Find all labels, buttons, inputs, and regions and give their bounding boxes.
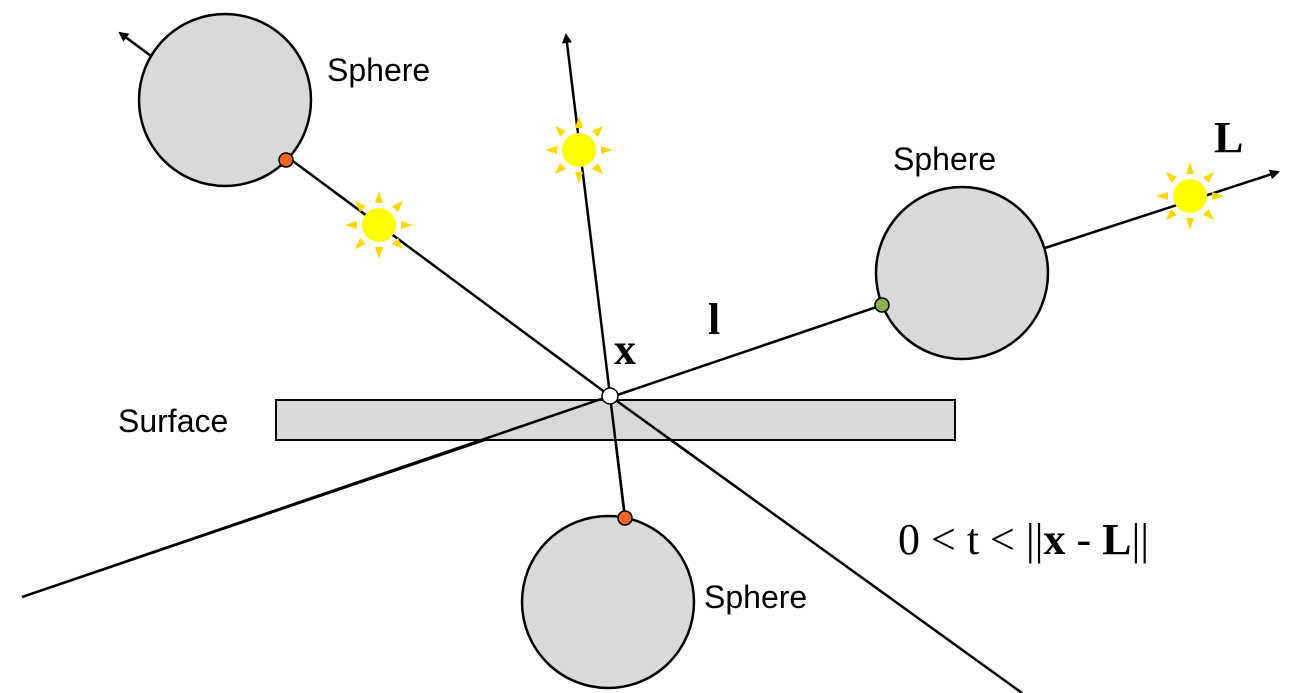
light: [1156, 162, 1224, 230]
ray: [21, 394, 611, 599]
formula-part: x: [1043, 515, 1065, 564]
ray: [609, 394, 701, 463]
formula-part: L: [1102, 515, 1131, 564]
label: Sphere: [704, 579, 807, 615]
point-x: [601, 387, 619, 405]
hit-point: [617, 510, 633, 526]
ray: [1044, 169, 1280, 250]
formula-part: -: [1065, 515, 1102, 564]
label: Surface: [118, 403, 228, 439]
formula-part: 0 < t < ||: [898, 515, 1043, 564]
formula-part: ||: [1132, 515, 1150, 564]
light: [345, 191, 413, 259]
ray: [608, 395, 627, 519]
light: [545, 116, 613, 184]
hit-point: [874, 297, 890, 313]
label: Sphere: [327, 52, 430, 88]
sphere: [874, 185, 1050, 361]
sphere: [137, 12, 313, 188]
label: l: [708, 295, 720, 344]
hit-point: [278, 152, 294, 168]
sphere: [520, 514, 696, 690]
label: Sphere: [893, 141, 996, 177]
formula: 0 < t < ||x - L||: [898, 515, 1149, 564]
label: L: [1214, 113, 1243, 162]
label: x: [614, 325, 636, 374]
